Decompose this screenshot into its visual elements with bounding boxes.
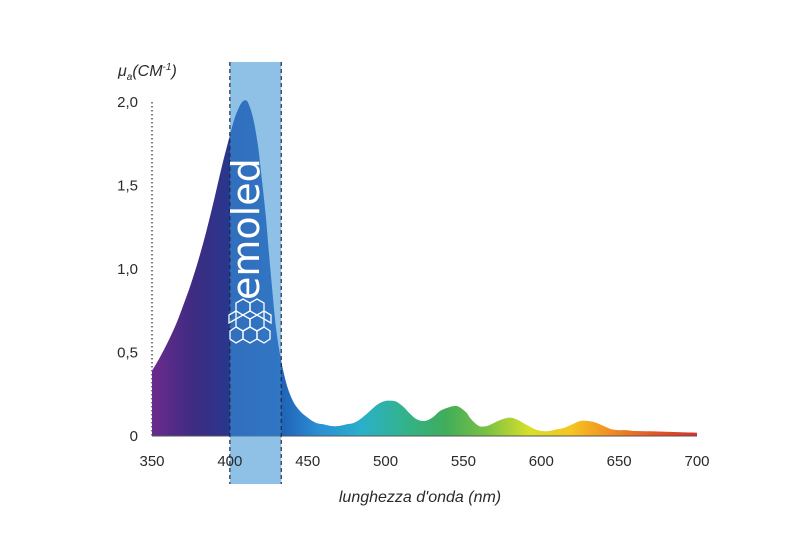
emoled-band-area bbox=[229, 100, 282, 436]
x-tick-650: 650 bbox=[607, 453, 632, 470]
y-label-close: ) bbox=[169, 63, 176, 80]
x-tick-600: 600 bbox=[529, 453, 554, 470]
x-tick-350: 350 bbox=[139, 453, 164, 470]
y-tick-1,5: 1,5 bbox=[117, 178, 138, 195]
y-label-unit: (CM bbox=[132, 63, 163, 80]
x-tick-labels: 350 400 450 500 550 600 650 700 bbox=[139, 453, 709, 470]
y-label-mu: μ bbox=[117, 63, 127, 80]
y-tick-0: 0 bbox=[130, 428, 138, 445]
x-tick-700: 700 bbox=[684, 453, 709, 470]
y-axis-label: μa(CM-1) bbox=[117, 62, 177, 83]
x-axis-label: lunghezza d'onda (nm) bbox=[339, 489, 501, 506]
y-tick-2,0: 2,0 bbox=[117, 94, 138, 111]
x-tick-500: 500 bbox=[373, 453, 398, 470]
y-tick-labels: 0 0,5 1,0 1,5 2,0 bbox=[117, 94, 138, 445]
y-label-exp: -1 bbox=[163, 62, 172, 73]
y-tick-1,0: 1,0 bbox=[117, 261, 138, 278]
emoled-wordmark: emoled bbox=[224, 158, 268, 300]
x-tick-450: 450 bbox=[295, 453, 320, 470]
emoled-logo: emoled bbox=[224, 158, 268, 300]
x-tick-400: 400 bbox=[217, 453, 242, 470]
hexagon-logo-icon bbox=[228, 298, 272, 344]
y-label-sub: a bbox=[127, 72, 133, 83]
y-tick-0,5: 0,5 bbox=[117, 345, 138, 362]
x-tick-550: 550 bbox=[451, 453, 476, 470]
